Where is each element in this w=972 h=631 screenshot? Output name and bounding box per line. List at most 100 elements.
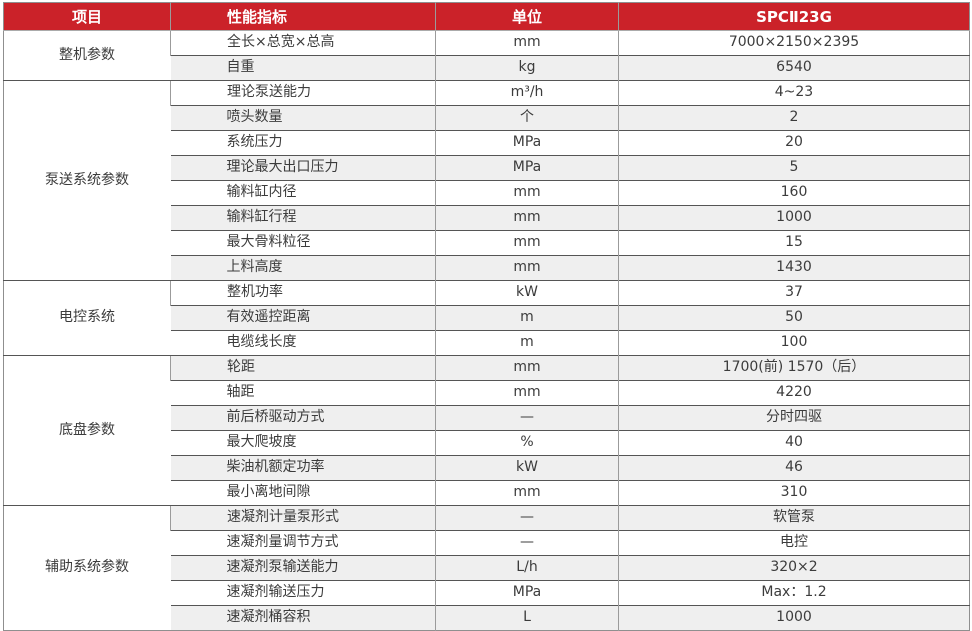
unit-cell: MPa bbox=[435, 580, 619, 606]
indicator-cell: 全长×总宽×总高 bbox=[170, 30, 436, 56]
indicator-cell: 理论泵送能力 bbox=[170, 80, 436, 106]
value-cell: 1700(前) 1570（后） bbox=[618, 355, 970, 381]
value-cell: 6540 bbox=[618, 55, 970, 81]
unit-cell: kg bbox=[435, 55, 619, 81]
indicator-cell: 有效遥控距离 bbox=[170, 305, 436, 331]
indicator-cell: 输料缸行程 bbox=[170, 205, 436, 231]
value-cell: 46 bbox=[618, 455, 970, 481]
indicator-cell: 最小离地间隙 bbox=[170, 480, 436, 506]
value-cell: 310 bbox=[618, 480, 970, 506]
table-row: 有效遥控距离 m 50 bbox=[4, 305, 970, 331]
unit-cell: MPa bbox=[435, 155, 619, 181]
unit-cell: — bbox=[435, 405, 619, 431]
table-row: 最大爬坡度% 40 bbox=[4, 430, 970, 456]
value-cell: Max：1.2 bbox=[618, 580, 970, 606]
indicator-cell: 速凝剂桶容积 bbox=[170, 605, 436, 631]
value-cell: 2 bbox=[618, 105, 970, 131]
table-row: 速凝剂输送压力 MPa Max：1.2 bbox=[4, 580, 970, 606]
header-unit: 单位 bbox=[435, 2, 619, 31]
value-cell: 4220 bbox=[618, 380, 970, 406]
table-row: 辅助系统参数 速凝剂计量泵形式 — 软管泵 bbox=[3, 505, 970, 631]
indicator-cell: 系统压力 bbox=[170, 130, 436, 156]
table-row: 底盘参数 轮距 mm 1700(前) 1570（后） bbox=[3, 355, 970, 506]
indicator-cell: 输料缸内径 bbox=[170, 180, 436, 206]
value-cell: 15 bbox=[618, 230, 970, 256]
indicator-cell: 轮距 bbox=[170, 355, 436, 381]
spec-table-header: 项目 性能指标 单位 SPCⅡ23G bbox=[3, 2, 970, 31]
unit-cell: mm bbox=[435, 180, 619, 206]
indicator-cell: 最大骨料粒径 bbox=[170, 230, 436, 256]
unit-cell: — bbox=[435, 505, 619, 531]
value-cell: 1000 bbox=[618, 605, 970, 631]
indicator-cell: 电缆线长度 bbox=[170, 330, 436, 356]
indicator-cell: 整机功率 bbox=[170, 280, 436, 306]
value-cell: 20 bbox=[618, 130, 970, 156]
value-cell: 电控 bbox=[618, 530, 970, 556]
unit-cell: mm bbox=[435, 255, 619, 281]
unit-cell: mm bbox=[435, 380, 619, 406]
unit-cell: mm bbox=[435, 355, 619, 381]
indicator-cell: 速凝剂输送压力 bbox=[170, 580, 436, 606]
table-row: 自重 kg 6540 bbox=[4, 55, 970, 81]
value-cell: 320×2 bbox=[618, 555, 970, 581]
value-cell: 37 bbox=[618, 280, 970, 306]
unit-cell: % bbox=[435, 430, 619, 456]
indicator-cell: 自重 bbox=[170, 55, 436, 81]
header-item: 项目 bbox=[3, 2, 171, 31]
value-cell: 1000 bbox=[618, 205, 970, 231]
header-model: SPCⅡ23G bbox=[618, 2, 970, 31]
indicator-cell: 最大爬坡度 bbox=[170, 430, 436, 456]
indicator-cell: 上料高度 bbox=[170, 255, 436, 281]
table-row: 理论最大出口压力 MPa 5 bbox=[4, 155, 970, 181]
table-row: 输料缸行程 mm 1000 bbox=[4, 205, 970, 231]
header-indicator: 性能指标 bbox=[170, 2, 436, 31]
value-cell: 软管泵 bbox=[618, 505, 970, 531]
indicator-cell: 理论最大出口压力 bbox=[170, 155, 436, 181]
table-row: 系统压力 MPa 20 bbox=[4, 130, 970, 156]
table-row: 上料高度 mm 1430 bbox=[4, 255, 970, 281]
unit-cell: — bbox=[435, 530, 619, 556]
unit-cell: mm bbox=[435, 230, 619, 256]
value-cell: 1430 bbox=[618, 255, 970, 281]
category-cell: 辅助系统参数 bbox=[3, 505, 171, 631]
table-row: 最小离地间隙 mm 310 bbox=[4, 480, 970, 506]
table-row: 前后桥驱动方式 — 分时四驱 bbox=[4, 405, 970, 431]
unit-cell: kW bbox=[435, 455, 619, 481]
value-cell: 4~23 bbox=[618, 80, 970, 106]
table-row: 速凝剂量调节方式 — 电控 bbox=[4, 530, 970, 556]
value-cell: 50 bbox=[618, 305, 970, 331]
table-row: 最大骨料粒径 mm 15 bbox=[4, 230, 970, 256]
indicator-cell: 速凝剂泵输送能力 bbox=[170, 555, 436, 581]
value-cell: 7000×2150×2395 bbox=[618, 30, 970, 56]
table-row: 泵送系统参数 理论泵送能力 m³/h 4~23 bbox=[3, 80, 970, 281]
indicator-cell: 前后桥驱动方式 bbox=[170, 405, 436, 431]
unit-cell: m bbox=[435, 330, 619, 356]
indicator-cell: 柴油机额定功率 bbox=[170, 455, 436, 481]
unit-cell: L bbox=[435, 605, 619, 631]
category-cell: 泵送系统参数 bbox=[3, 80, 171, 281]
table-row: 输料缸内径 mm 160 bbox=[4, 180, 970, 206]
indicator-cell: 喷头数量 bbox=[170, 105, 436, 131]
value-cell: 40 bbox=[618, 430, 970, 456]
unit-cell: MPa bbox=[435, 130, 619, 156]
table-row: 电控系统 整机功率 kW 37 bbox=[3, 280, 970, 356]
value-cell: 分时四驱 bbox=[618, 405, 970, 431]
category-cell: 整机参数 bbox=[3, 30, 171, 81]
category-cell: 电控系统 bbox=[3, 280, 171, 356]
value-cell: 100 bbox=[618, 330, 970, 356]
value-cell: 5 bbox=[618, 155, 970, 181]
table-row: 喷头数量个 2 bbox=[4, 105, 970, 131]
unit-cell: m³/h bbox=[435, 80, 619, 106]
unit-cell: mm bbox=[435, 205, 619, 231]
table-row: 电缆线长度 m 100 bbox=[4, 330, 970, 356]
table-row: 轴距 mm 4220 bbox=[4, 380, 970, 406]
table-row: 速凝剂泵输送能力 L/h 320×2 bbox=[4, 555, 970, 581]
unit-cell: 个 bbox=[435, 105, 619, 131]
spec-table: 项目 性能指标 单位 SPCⅡ23G 整机参数 全长×总宽×总高 mm 7000×21… bbox=[3, 2, 970, 631]
unit-cell: m bbox=[435, 305, 619, 331]
category-cell: 底盘参数 bbox=[3, 355, 171, 506]
spec-table-body: 整机参数 全长×总宽×总高 mm 7000×2150×2395 自重 kg 6540 泵送系统… bbox=[3, 30, 970, 631]
header-row: 项目 性能指标 单位 SPCⅡ23G bbox=[3, 2, 970, 31]
unit-cell: kW bbox=[435, 280, 619, 306]
table-row: 柴油机额定功率 kW 46 bbox=[4, 455, 970, 481]
